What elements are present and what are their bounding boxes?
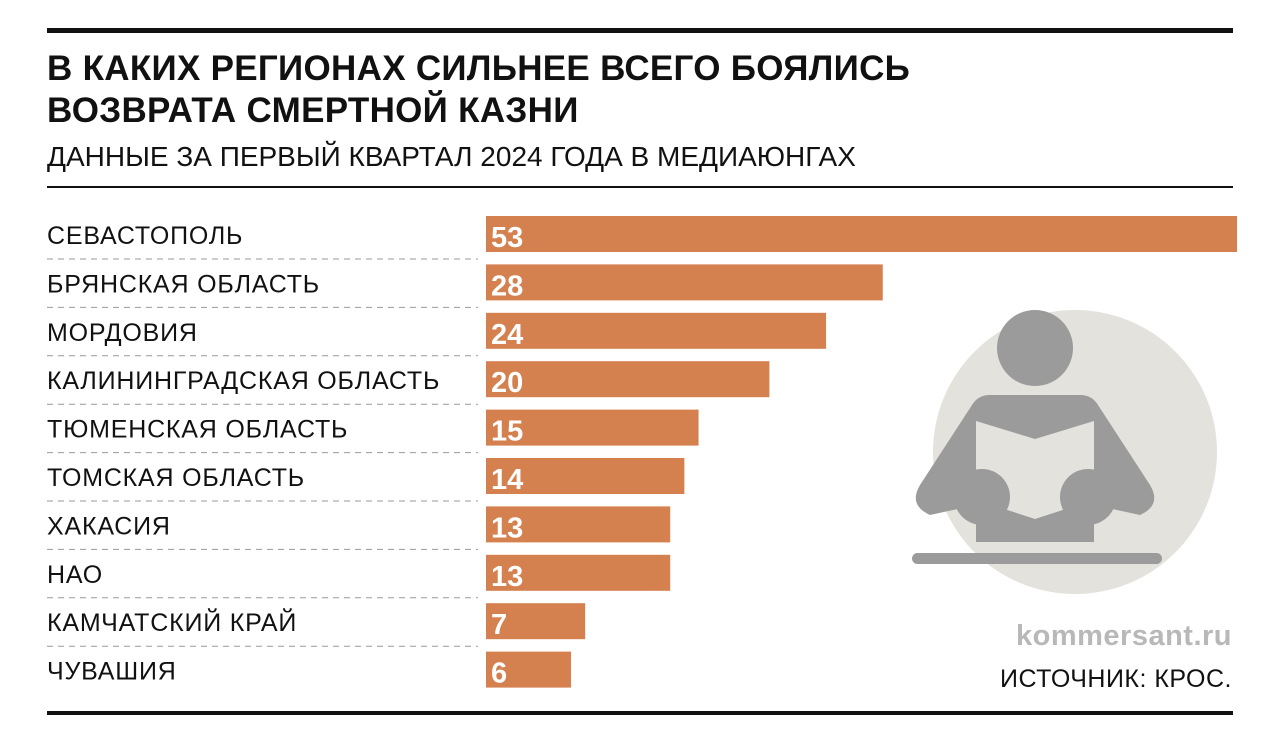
- header-rule: [47, 186, 1233, 188]
- title-line-2: ВОЗВРАТА СМЕРТНОЙ КАЗНИ: [47, 91, 579, 130]
- value-label: 7: [491, 609, 507, 641]
- category-label: НАО: [47, 561, 103, 589]
- value-label: 24: [491, 319, 523, 351]
- category-label: ЧУВАШИЯ: [47, 658, 177, 686]
- bar: [486, 409, 699, 446]
- bar: [486, 603, 586, 640]
- bottom-rule: [47, 711, 1233, 715]
- category-label: КАЛИНИНГРАДСКАЯ ОБЛАСТЬ: [47, 367, 440, 395]
- bar: [486, 554, 671, 591]
- bar: [486, 216, 1237, 252]
- value-label: 53: [491, 222, 523, 254]
- bar: [486, 458, 685, 494]
- source-note: ИСТОЧНИК: КРОС.: [999, 665, 1232, 693]
- illustration-reading-person: [912, 310, 1217, 594]
- bar: [486, 506, 671, 543]
- chart-title: В КАКИХ РЕГИОНАХ СИЛЬНЕЕ ВСЕГО БОЯЛИСЬ В…: [47, 48, 910, 132]
- category-label: БРЯНСКАЯ ОБЛАСТЬ: [47, 270, 320, 298]
- category-label: СЕВАСТОПОЛЬ: [47, 222, 243, 250]
- category-label: МОРДОВИЯ: [47, 319, 198, 347]
- category-label: ТОМСКАЯ ОБЛАСТЬ: [47, 464, 305, 492]
- bar: [486, 651, 572, 688]
- category-label: КАМЧАТСКИЙ КРАЙ: [47, 607, 297, 637]
- category-label: ТЮМЕНСКАЯ ОБЛАСТЬ: [47, 416, 348, 444]
- chart-subtitle: ДАННЫЕ ЗА ПЕРВЫЙ КВАРТАЛ 2024 ГОДА В МЕД…: [47, 141, 856, 172]
- value-label: 6: [491, 658, 507, 690]
- value-label: 20: [491, 367, 523, 399]
- watermark: kommersant.ru: [1015, 620, 1232, 652]
- bar: [486, 312, 827, 349]
- title-line-1: В КАКИХ РЕГИОНАХ СИЛЬНЕЕ ВСЕГО БОЯЛИСЬ: [47, 49, 911, 88]
- bar: [486, 361, 770, 398]
- top-rule: [47, 28, 1233, 33]
- value-label: 13: [491, 561, 523, 593]
- value-label: 13: [491, 512, 523, 544]
- value-label: 28: [491, 270, 523, 302]
- category-label: ХАКАСИЯ: [47, 512, 171, 540]
- bar: [486, 264, 883, 301]
- hands: [954, 469, 1116, 525]
- value-label: 15: [491, 416, 523, 448]
- value-label: 14: [491, 464, 523, 496]
